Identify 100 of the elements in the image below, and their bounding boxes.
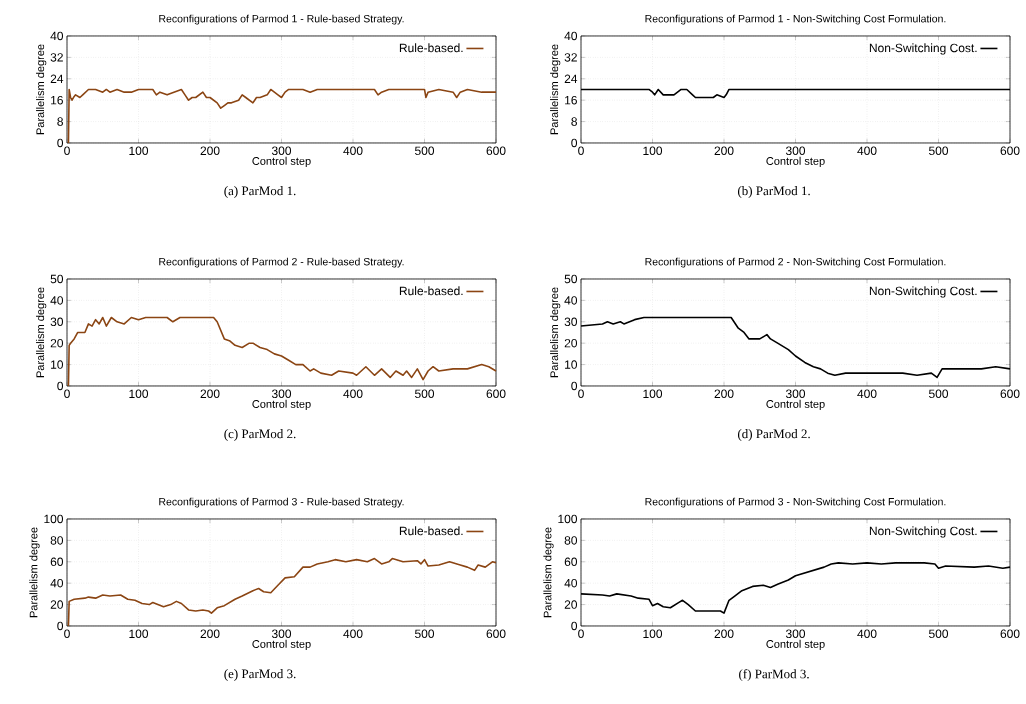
- y-tick-label: 32: [50, 53, 63, 62]
- x-tick-label: 200: [714, 629, 734, 639]
- y-tick-label: 24: [564, 74, 578, 83]
- text: (d) ParMod 2.: [737, 429, 810, 441]
- x-tick-label: 200: [200, 629, 220, 639]
- x-tick-label: 400: [857, 146, 877, 156]
- y-axis-title: Parallelism degree: [36, 44, 47, 135]
- y-axis-title: Parallelism degree: [36, 287, 47, 378]
- legend-label: Rule-based.: [399, 43, 463, 53]
- x-tick-label: 200: [200, 146, 220, 156]
- x-tick-label: 500: [414, 629, 435, 639]
- y-tick-label: 10: [565, 360, 578, 369]
- y-tick-label: 100: [558, 514, 578, 524]
- y-tick-label: 100: [44, 514, 64, 524]
- y-tick-label: 80: [50, 536, 64, 545]
- x-tick-label: 600: [1000, 146, 1020, 156]
- y-tick-label: 0: [571, 138, 578, 148]
- legend-label: Non-Switching Cost.: [869, 43, 977, 55]
- y-tick-label: 20: [50, 338, 64, 348]
- chart-title: Reconfigurations of Parmod 1 - Non-Switching Cost Formulation.: [645, 14, 946, 25]
- y-axis-title: Parallelism degree: [29, 527, 40, 618]
- x-tick-label: 300: [271, 629, 292, 639]
- x-tick-label: 400: [857, 629, 877, 639]
- y-tick-label: 8: [571, 117, 577, 126]
- y-tick-label: 0: [571, 621, 578, 631]
- text: (f) ParMod 3.: [739, 669, 809, 682]
- y-axis-title: Parallelism degree: [543, 527, 554, 618]
- y-tick-label: 30: [564, 317, 578, 327]
- text: (e) ParMod 3.: [224, 669, 296, 681]
- x-tick-label: 400: [343, 389, 363, 399]
- chart-title: Reconfigurations of Parmod 2 - Rule-based Strategy.: [159, 257, 404, 268]
- legend-label: Rule-based.: [399, 286, 463, 296]
- y-tick-label: 0: [571, 381, 578, 391]
- y-tick-label: 20: [50, 600, 64, 609]
- x-tick-label: 200: [714, 146, 734, 156]
- y-tick-label: 80: [564, 536, 578, 545]
- y-tick-label: 40: [564, 578, 578, 588]
- y-tick-label: 40: [50, 31, 64, 41]
- y-tick-label: 60: [50, 557, 64, 567]
- x-tick-label: 500: [414, 146, 435, 156]
- x-tick-label: 100: [129, 146, 149, 156]
- y-tick-label: 60: [564, 557, 578, 567]
- y-tick-label: 40: [564, 296, 578, 305]
- x-tick-label: 600: [486, 629, 506, 639]
- x-tick-label: 100: [129, 629, 149, 639]
- x-axis-title: Control step: [766, 399, 825, 411]
- x-tick-label: 100: [643, 629, 663, 639]
- x-tick-label: 400: [343, 146, 363, 156]
- x-tick-label: 600: [486, 389, 506, 399]
- legend-label: Non-Switching Cost.: [869, 526, 977, 538]
- x-tick-label: 300: [785, 389, 806, 399]
- x-tick-label: 600: [1000, 389, 1020, 399]
- chart-title: Reconfigurations of Parmod 3 - Non-Switching Cost Formulation.: [645, 497, 946, 508]
- x-tick-label: 200: [714, 389, 734, 399]
- y-tick-label: 0: [57, 138, 64, 148]
- x-tick-label: 100: [643, 389, 663, 399]
- text: (b) ParMod 1.: [737, 186, 810, 198]
- y-tick-label: 40: [564, 31, 578, 41]
- legend-label: Rule-based.: [399, 526, 463, 536]
- x-tick-label: 300: [271, 389, 292, 399]
- x-tick-label: 300: [785, 146, 806, 156]
- chart-title: Reconfigurations of Parmod 1 - Rule-based Strategy.: [159, 14, 404, 25]
- text: (c) ParMod 2.: [224, 429, 296, 441]
- chart-title: Reconfigurations of Parmod 3 - Rule-based Strategy.: [159, 497, 404, 508]
- x-tick-label: 100: [129, 389, 149, 399]
- line-series: [67, 557, 497, 627]
- y-tick-label: 50: [564, 274, 578, 284]
- y-tick-label: 16: [565, 95, 577, 105]
- x-tick-label: 600: [1000, 629, 1020, 639]
- legend-label: Non-Switching Cost.: [869, 286, 977, 298]
- y-tick-label: 30: [50, 317, 64, 327]
- y-tick-label: 16: [51, 95, 63, 105]
- y-tick-label: 40: [50, 578, 64, 588]
- y-axis-title: Parallelism degree: [550, 287, 561, 378]
- x-tick-label: 500: [928, 146, 949, 156]
- x-tick-label: 200: [200, 389, 220, 399]
- x-tick-label: 500: [928, 389, 949, 399]
- y-axis-title: Parallelism degree: [550, 44, 561, 135]
- y-tick-label: 20: [564, 338, 578, 348]
- y-tick-label: 24: [50, 74, 64, 83]
- x-axis-title: Control step: [766, 639, 825, 651]
- y-tick-label: 0: [57, 621, 64, 631]
- line-series: [67, 316, 497, 387]
- chart-title: Reconfigurations of Parmod 2 - Non-Switching Cost Formulation.: [645, 257, 946, 268]
- y-tick-label: 20: [564, 600, 578, 609]
- x-axis-title: Control step: [252, 156, 311, 168]
- y-tick-label: 40: [50, 296, 64, 305]
- y-tick-label: 0: [57, 381, 64, 391]
- text: (a) ParMod 1.: [224, 186, 296, 198]
- y-tick-label: 50: [50, 274, 64, 284]
- x-axis-title: Control step: [252, 639, 311, 651]
- y-tick-label: 32: [564, 53, 577, 62]
- y-tick-label: 8: [57, 117, 63, 126]
- x-tick-label: 100: [643, 146, 663, 156]
- x-tick-label: 300: [785, 629, 806, 639]
- x-tick-label: 400: [857, 389, 877, 399]
- x-tick-label: 500: [928, 629, 949, 639]
- x-tick-label: 500: [414, 389, 435, 399]
- y-tick-label: 10: [51, 360, 64, 369]
- x-axis-title: Control step: [252, 399, 311, 411]
